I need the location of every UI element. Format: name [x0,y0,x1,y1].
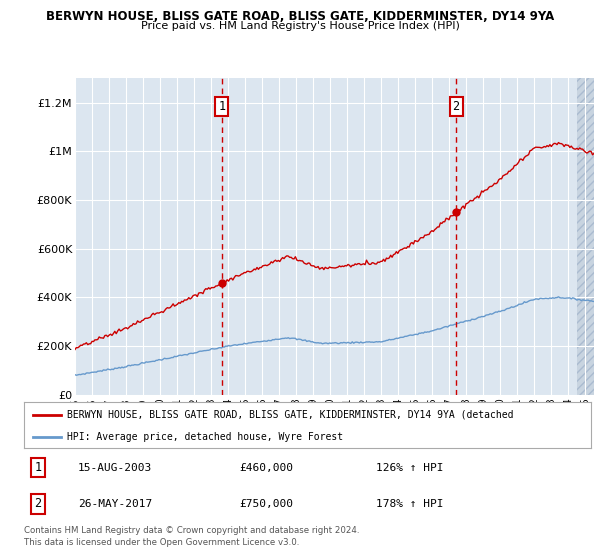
Text: 2: 2 [35,497,42,510]
Text: 126% ↑ HPI: 126% ↑ HPI [376,463,443,473]
Text: 1: 1 [35,461,42,474]
Text: Contains HM Land Registry data © Crown copyright and database right 2024.: Contains HM Land Registry data © Crown c… [24,526,359,535]
Text: 15-AUG-2003: 15-AUG-2003 [78,463,152,473]
Text: 178% ↑ HPI: 178% ↑ HPI [376,499,443,508]
Text: BERWYN HOUSE, BLISS GATE ROAD, BLISS GATE, KIDDERMINSTER, DY14 9YA (detached: BERWYN HOUSE, BLISS GATE ROAD, BLISS GAT… [67,410,513,420]
Bar [577,78,598,395]
Text: £460,000: £460,000 [239,463,293,473]
Text: This data is licensed under the Open Government Licence v3.0.: This data is licensed under the Open Gov… [24,538,299,547]
Text: £750,000: £750,000 [239,499,293,508]
Text: 2: 2 [452,100,460,113]
Text: 1: 1 [218,100,226,113]
Text: Price paid vs. HM Land Registry's House Price Index (HPI): Price paid vs. HM Land Registry's House … [140,21,460,31]
Text: BERWYN HOUSE, BLISS GATE ROAD, BLISS GATE, KIDDERMINSTER, DY14 9YA: BERWYN HOUSE, BLISS GATE ROAD, BLISS GAT… [46,10,554,23]
Text: HPI: Average price, detached house, Wyre Forest: HPI: Average price, detached house, Wyre… [67,432,343,441]
Text: 26-MAY-2017: 26-MAY-2017 [78,499,152,508]
